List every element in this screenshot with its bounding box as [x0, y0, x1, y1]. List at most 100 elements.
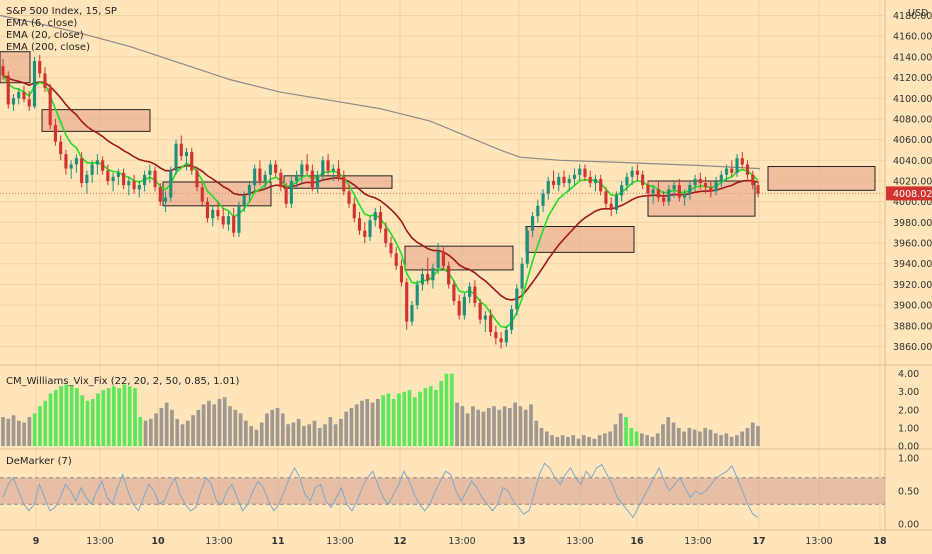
vix-bar	[745, 427, 750, 446]
candle-body	[457, 300, 461, 316]
vix-bar	[713, 433, 718, 446]
candle-body	[17, 92, 21, 99]
candle	[53, 118, 58, 146]
candles	[1, 54, 760, 349]
ema200-line	[0, 14, 761, 170]
candle-body	[662, 197, 666, 202]
candle	[572, 168, 577, 186]
vix-study-label: CM_Williams_Vix_Fix (22, 20, 2, 50, 0.85…	[6, 376, 239, 387]
candle	[174, 139, 178, 175]
time-tick-label: 10	[151, 536, 165, 547]
candle	[520, 257, 524, 295]
vix-bar	[222, 397, 227, 446]
vix-bar	[138, 417, 143, 446]
vix-bar	[666, 417, 671, 446]
candle-body	[557, 176, 561, 186]
candle	[300, 160, 304, 184]
candle	[641, 170, 645, 190]
candle	[735, 154, 739, 177]
candle-body	[127, 181, 131, 186]
time-tick-label: 16	[630, 536, 644, 547]
candle-body	[90, 164, 94, 175]
candle	[730, 160, 734, 177]
candle	[253, 164, 257, 192]
vix-bar	[328, 417, 333, 446]
candle-body	[116, 172, 120, 177]
vix-bar	[587, 436, 591, 446]
candle	[703, 176, 708, 194]
candle-body	[59, 141, 63, 155]
candle	[368, 216, 372, 241]
candle-body	[111, 176, 115, 181]
candle-body	[441, 251, 445, 266]
candle-body	[426, 274, 430, 281]
candle-body	[106, 170, 110, 181]
candle	[546, 176, 550, 200]
candle-body	[211, 209, 215, 219]
candle	[756, 181, 760, 198]
candle-body	[405, 282, 409, 322]
candle	[593, 174, 598, 192]
candle-body	[137, 185, 141, 190]
vix-bar	[148, 418, 153, 446]
candle-body	[142, 174, 147, 186]
candle	[431, 263, 435, 289]
vix-bar	[333, 424, 338, 446]
candle	[310, 164, 314, 192]
zone-box	[647, 180, 756, 217]
candle	[530, 212, 535, 237]
candle	[211, 205, 215, 227]
candle-body	[683, 193, 687, 198]
vix-bar	[196, 409, 201, 446]
vix-bar	[291, 422, 296, 446]
candle	[127, 176, 131, 196]
candle-body	[326, 160, 330, 171]
candle	[745, 160, 750, 179]
vix-bar	[27, 417, 32, 446]
price-tick-label: 4060.00	[893, 135, 932, 146]
vix-bar	[618, 413, 623, 446]
candle-body	[95, 160, 99, 165]
candle-body	[620, 185, 624, 196]
candle-body	[651, 189, 655, 194]
candle	[279, 168, 283, 192]
vix-bar	[439, 380, 444, 446]
candle	[101, 156, 105, 175]
time-tick-label: 17	[752, 536, 765, 547]
candle-body	[148, 170, 152, 175]
candle-body	[410, 305, 414, 322]
candle	[504, 325, 508, 347]
price-tick-label: 4140.00	[893, 52, 932, 63]
candle	[122, 168, 126, 190]
vix-bar	[571, 435, 576, 446]
candle	[342, 170, 346, 196]
candle	[347, 185, 351, 208]
candle	[289, 176, 293, 208]
candle-body	[489, 315, 493, 333]
candle	[295, 170, 299, 188]
candle-body	[6, 75, 10, 105]
candle-body	[174, 143, 178, 171]
vix-bar	[566, 436, 570, 446]
candle	[17, 87, 21, 105]
candle	[452, 280, 456, 306]
candle	[693, 174, 697, 192]
vix-bar	[407, 389, 412, 446]
vix-bar	[492, 406, 496, 446]
vix-bar	[497, 409, 502, 446]
vix-bar	[16, 420, 21, 446]
candle-body	[672, 185, 676, 190]
vix-bar	[634, 431, 639, 446]
vix-bar	[508, 408, 512, 446]
candle	[247, 181, 251, 202]
candle-body	[101, 160, 105, 171]
candle-body	[730, 168, 734, 173]
candle-body	[735, 158, 739, 173]
candle-body	[447, 265, 451, 285]
candle-body	[609, 203, 613, 210]
candle	[714, 176, 718, 196]
price-tick-label: 4120.00	[893, 73, 932, 84]
candle-body	[253, 168, 257, 186]
candle-body	[541, 193, 545, 206]
